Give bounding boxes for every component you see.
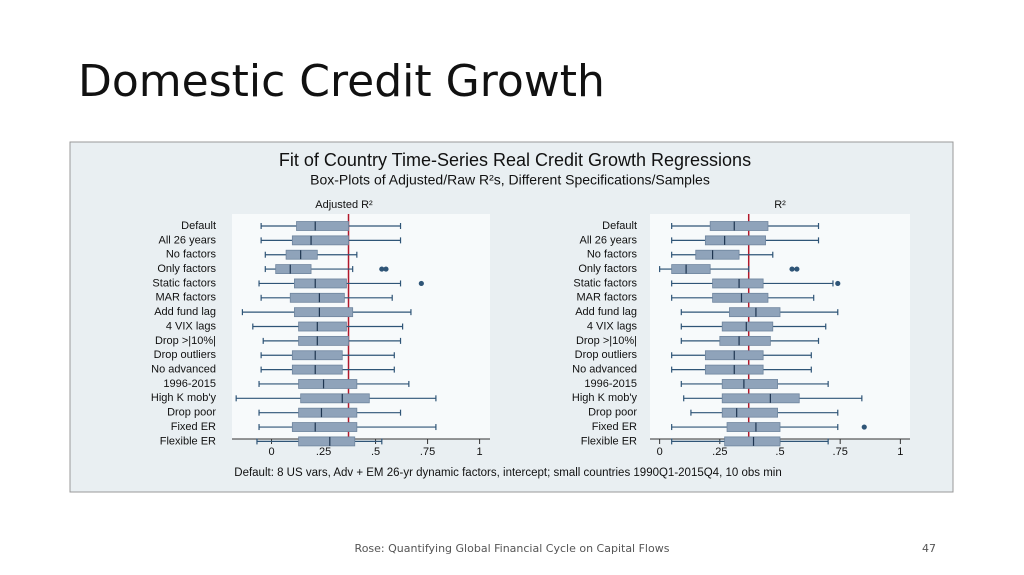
- box: [289, 292, 345, 303]
- x-tick-label: .25: [712, 446, 727, 458]
- outlier: [418, 280, 424, 287]
- category-label: No advanced: [572, 364, 637, 376]
- category-label: Drop >|10%|: [576, 335, 637, 347]
- box: [285, 249, 318, 260]
- category-label: High K mob'y: [151, 392, 217, 404]
- box: [721, 321, 774, 332]
- box: [721, 379, 778, 389]
- box: [296, 221, 349, 231]
- box: [695, 249, 740, 260]
- box: [300, 393, 370, 404]
- outlier: [379, 266, 385, 272]
- category-label: Only factors: [157, 263, 216, 275]
- box: [721, 393, 800, 404]
- box: [298, 335, 349, 346]
- category-label: Fixed ER: [171, 421, 216, 433]
- outlier: [789, 266, 795, 272]
- category-label: 4 VIX lags: [166, 320, 217, 332]
- category-label: Default: [181, 220, 216, 232]
- box: [712, 292, 769, 303]
- x-tick-label: 1: [897, 446, 903, 458]
- box: [291, 235, 349, 246]
- category-label: Drop poor: [167, 407, 216, 419]
- category-label: Add fund lag: [575, 306, 637, 318]
- x-tick-label: .75: [833, 446, 848, 458]
- box: [729, 307, 781, 318]
- category-label: 4 VIX lags: [587, 320, 638, 332]
- figure-subtitle: Box-Plots of Adjusted/Raw R²s, Different…: [310, 172, 710, 188]
- box: [704, 235, 766, 246]
- box: [709, 221, 769, 231]
- category-label: Default: [602, 220, 637, 232]
- box: [298, 436, 356, 447]
- category-label: Fixed ER: [592, 421, 637, 433]
- footer: Rose: Quantifying Global Financial Cycle…: [354, 542, 670, 555]
- panel-title: R²: [774, 199, 786, 211]
- category-label: High K mob'y: [572, 392, 638, 404]
- category-label: Only factors: [578, 263, 637, 275]
- category-label: Drop outliers: [575, 349, 638, 361]
- box: [294, 278, 347, 289]
- box: [291, 364, 343, 375]
- x-tick-label: 0: [657, 446, 663, 458]
- category-label: Static factors: [573, 277, 637, 289]
- box: [298, 379, 358, 389]
- category-label: All 26 years: [159, 234, 217, 246]
- category-label: Drop poor: [588, 407, 637, 419]
- box: [721, 407, 778, 418]
- panel-title: Adjusted R²: [315, 199, 373, 211]
- outlier: [835, 280, 841, 287]
- box: [671, 264, 711, 274]
- x-tick-label: .5: [371, 446, 380, 458]
- category-label: Add fund lag: [154, 306, 216, 318]
- category-label: All 26 years: [580, 234, 638, 246]
- x-tick-label: .25: [316, 446, 331, 458]
- category-label: No factors: [166, 249, 217, 261]
- box: [719, 335, 771, 346]
- x-tick-label: .5: [775, 446, 784, 458]
- box: [724, 436, 781, 447]
- figure-note: Default: 8 US vars, Adv + EM 26-yr dynam…: [234, 467, 781, 479]
- x-tick-label: .75: [420, 446, 435, 458]
- category-label: MAR factors: [576, 292, 637, 304]
- box: [298, 321, 347, 332]
- x-tick-label: 1: [477, 446, 483, 458]
- x-tick-label: 0: [268, 446, 274, 458]
- outlier: [794, 266, 800, 272]
- category-label: Flexible ER: [160, 435, 216, 447]
- page-number: 47: [922, 542, 936, 555]
- category-label: Drop outliers: [154, 349, 217, 361]
- category-label: No factors: [587, 249, 638, 261]
- outlier: [861, 424, 867, 430]
- category-label: 1996-2015: [584, 378, 637, 390]
- category-label: MAR factors: [155, 292, 216, 304]
- box: [726, 422, 781, 432]
- category-label: Drop >|10%|: [155, 335, 216, 347]
- category-label: Flexible ER: [581, 435, 637, 447]
- slide-title: Domestic Credit Growth: [78, 56, 605, 107]
- figure-title: Fit of Country Time-Series Real Credit G…: [279, 150, 751, 170]
- box: [291, 422, 358, 432]
- box: [275, 264, 312, 274]
- outlier: [383, 266, 389, 272]
- box: [712, 278, 764, 289]
- box: [291, 350, 343, 361]
- category-label: No advanced: [151, 364, 216, 376]
- box: [298, 407, 358, 418]
- category-label: 1996-2015: [163, 378, 216, 390]
- box: [294, 307, 354, 318]
- category-label: Static factors: [152, 277, 216, 289]
